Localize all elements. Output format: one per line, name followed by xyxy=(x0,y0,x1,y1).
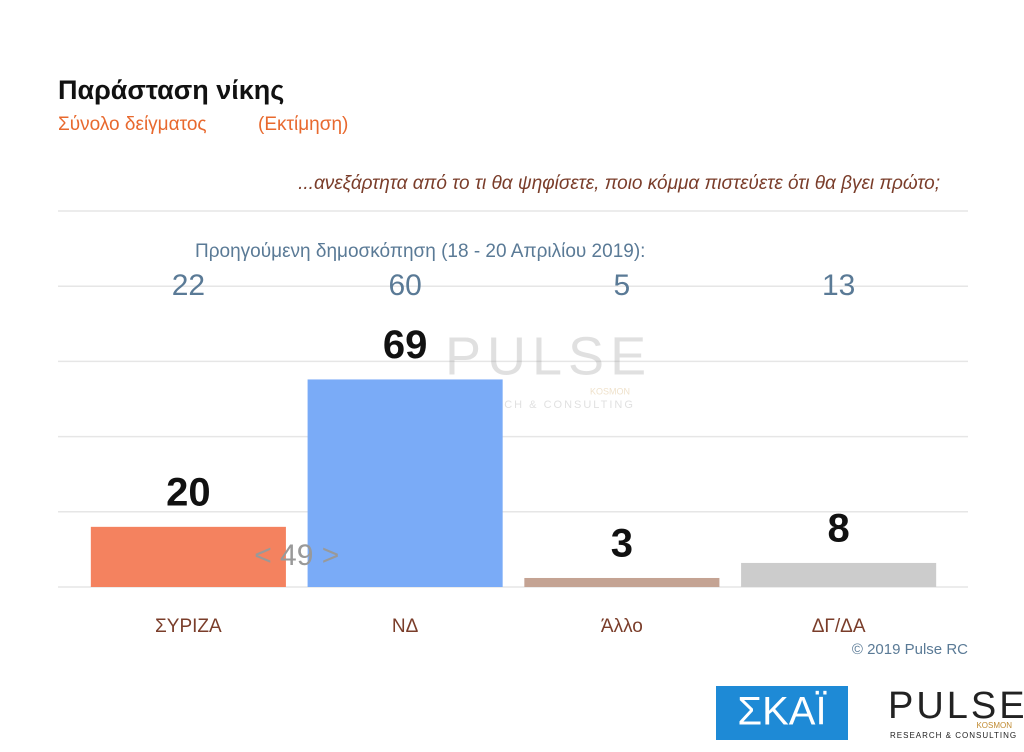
pulse-kosmon: KOSMON xyxy=(976,721,1012,730)
skai-logo: ΣΚΑΪ xyxy=(737,690,827,734)
previous-value: 22 xyxy=(172,269,205,302)
value-label: 20 xyxy=(166,470,211,514)
previous-label: Προηγούμενη δημοσκόπηση (18 - 20 Απριλίο… xyxy=(195,241,645,262)
value-label: 8 xyxy=(828,506,850,550)
x-tick-label: ΝΔ xyxy=(392,616,419,637)
skai-logo-box xyxy=(716,686,848,740)
title: Παράσταση νίκης xyxy=(58,75,284,105)
difference-label: < 49 > xyxy=(254,539,339,572)
question: ...ανεξάρτητα από το τι θα ψηφίσετε, ποι… xyxy=(298,173,940,194)
x-tick-label: ΣΥΡΙΖΑ xyxy=(155,616,222,637)
value-label: 3 xyxy=(611,522,633,566)
bar xyxy=(524,577,720,587)
bar xyxy=(307,379,503,587)
previous-value: 5 xyxy=(614,269,631,302)
bar xyxy=(741,562,937,587)
copyright: © 2019 Pulse RC xyxy=(852,641,968,658)
subtitle-note: (Εκτίμηση) xyxy=(258,114,348,135)
x-tick-label: Άλλο xyxy=(601,616,643,637)
previous-value: 13 xyxy=(822,269,855,302)
watermark-pulse: PULSE xyxy=(445,326,652,386)
pulse-tagline: RESEARCH & CONSULTING xyxy=(890,731,1017,740)
x-tick-label: ΔΓ/ΔΑ xyxy=(812,616,866,637)
watermark-kosmon: KOSMON xyxy=(590,386,630,396)
pulse-logo: PULSE xyxy=(888,685,1024,727)
subtitle: Σύνολο δείγματος xyxy=(58,114,207,135)
bar xyxy=(90,526,286,587)
value-label: 69 xyxy=(383,323,428,367)
previous-value: 60 xyxy=(388,269,421,302)
